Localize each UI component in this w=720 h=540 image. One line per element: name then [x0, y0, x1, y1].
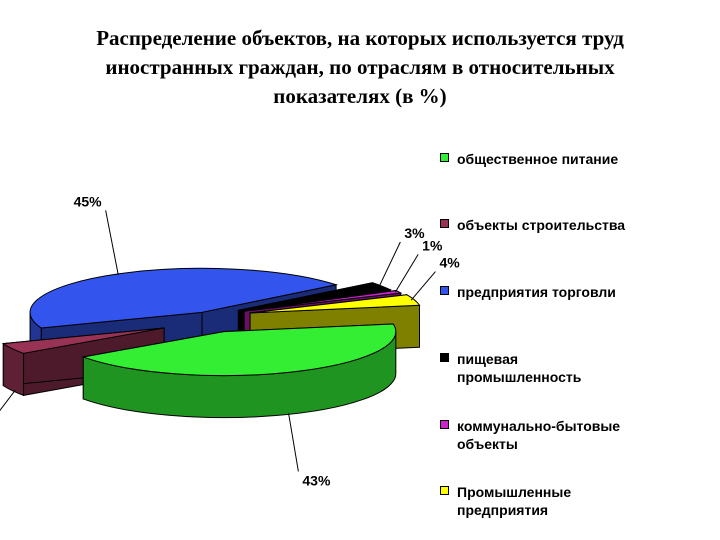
- legend-label: промышленность: [457, 369, 582, 385]
- chart-title: Распределение объектов, на которых испол…: [20, 24, 700, 111]
- legend-label: объекты: [457, 436, 518, 452]
- chart-title-line: Распределение объектов, на которых испол…: [96, 26, 624, 50]
- legend-swatch: [440, 420, 449, 429]
- data-label-leader: [410, 271, 436, 301]
- pie-slice-top: [29, 267, 339, 329]
- legend-label: общественное питание: [457, 151, 619, 167]
- chart-title-line: иностранных граждан, по отраслям в относ…: [105, 55, 615, 79]
- chart-title-line: показателях (в %): [273, 84, 447, 108]
- pie-slice-top: [1, 327, 165, 354]
- data-label-leader: [0, 389, 16, 412]
- data-label-leader: [105, 210, 119, 275]
- legend-label: пищевая: [457, 351, 519, 367]
- pie-slice-top: [250, 294, 421, 314]
- legend-label: предприятия: [457, 502, 549, 518]
- legend-label: Промышленные: [457, 484, 572, 500]
- data-label: 3%: [404, 225, 425, 241]
- legend-label: объекты строительства: [457, 217, 626, 233]
- pie-slice-top: [238, 282, 392, 311]
- legend-label: предприятия торговли: [457, 284, 616, 300]
- legend-swatch: [440, 153, 449, 162]
- data-label-leader: [394, 254, 419, 293]
- legend-swatch: [440, 286, 449, 295]
- data-label: 45%: [74, 193, 103, 209]
- data-label: 1%: [422, 237, 443, 253]
- pie-slice: [81, 323, 397, 419]
- data-label-leader: [378, 241, 401, 287]
- legend-swatch: [440, 353, 449, 362]
- legend-swatch: [440, 486, 449, 495]
- pie-slice-top: [81, 323, 397, 377]
- data-label: 43%: [302, 472, 331, 488]
- legend-label: коммунально-бытовые: [457, 418, 621, 434]
- legend-swatch: [440, 219, 449, 228]
- data-label-leader: [288, 413, 299, 472]
- data-label: 4%: [439, 255, 460, 271]
